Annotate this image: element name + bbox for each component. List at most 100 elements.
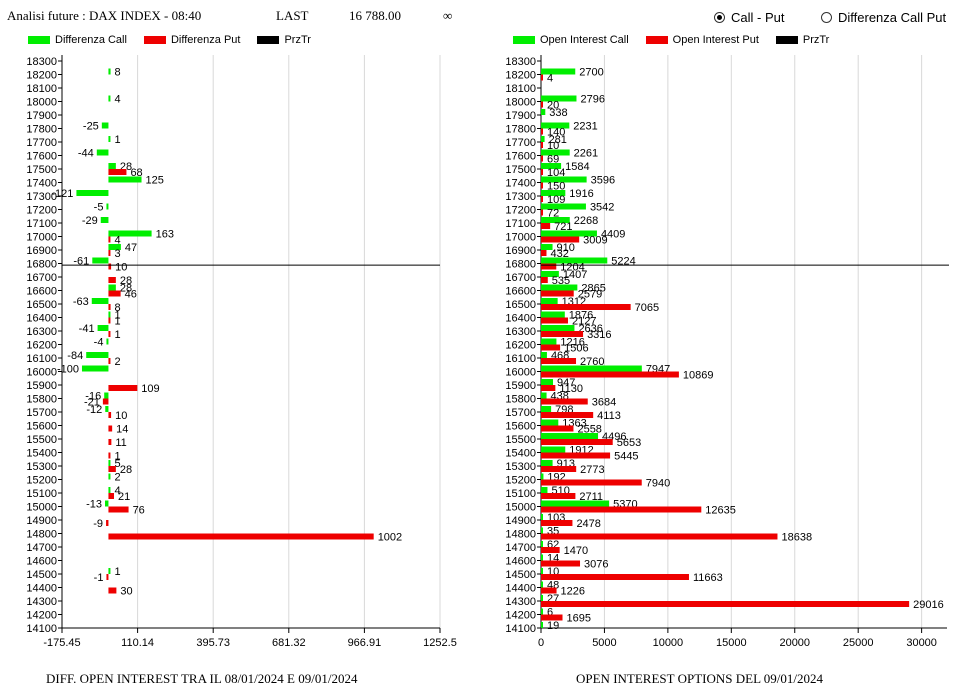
data-label: -9 bbox=[93, 518, 103, 530]
y-tick-label: 17900 bbox=[26, 110, 57, 122]
bar-call bbox=[541, 554, 543, 561]
data-label: 4 bbox=[114, 485, 120, 497]
bar-call bbox=[106, 338, 109, 345]
bar-put bbox=[108, 385, 138, 391]
legend-item: Differenza Call bbox=[28, 34, 127, 46]
data-label: 3596 bbox=[591, 175, 615, 187]
data-label: 46 bbox=[125, 289, 137, 301]
bar-put bbox=[541, 277, 548, 283]
radio-call-put[interactable]: Call - Put bbox=[714, 10, 784, 25]
y-tick-label: 18300 bbox=[26, 56, 57, 68]
data-label: 3316 bbox=[587, 329, 611, 341]
bar-put bbox=[541, 601, 910, 607]
bar-call bbox=[100, 217, 109, 223]
bar-call bbox=[541, 122, 570, 129]
radio-differenza[interactable]: Differenza Call Put bbox=[821, 10, 946, 25]
bar-call bbox=[541, 298, 558, 304]
y-tick-label: 17700 bbox=[26, 137, 57, 149]
data-label: 1226 bbox=[561, 586, 585, 598]
data-label: 910 bbox=[557, 242, 575, 254]
y-tick-label: 15100 bbox=[26, 488, 57, 500]
bar-call bbox=[541, 473, 544, 480]
bar-call bbox=[541, 95, 577, 102]
bar-call bbox=[541, 487, 548, 493]
radio-selected-icon[interactable] bbox=[714, 12, 725, 23]
bar-put bbox=[108, 331, 111, 337]
bar-call bbox=[108, 460, 111, 466]
data-label: 12635 bbox=[705, 505, 736, 517]
bar-call bbox=[97, 325, 109, 331]
legend-swatch-put bbox=[645, 36, 668, 44]
radio-unselected-icon[interactable] bbox=[821, 12, 832, 23]
bar-put bbox=[541, 466, 577, 472]
data-label: -4 bbox=[94, 337, 104, 349]
bar-call bbox=[108, 136, 111, 142]
bar-put bbox=[541, 587, 557, 594]
data-label: 10 bbox=[115, 410, 127, 422]
data-label: 947 bbox=[557, 377, 575, 389]
y-tick-label: 15600 bbox=[505, 421, 536, 433]
data-label: 109 bbox=[141, 383, 159, 395]
bar-call bbox=[541, 622, 543, 628]
y-tick-label: 14500 bbox=[505, 569, 536, 581]
y-tick-label: 15800 bbox=[26, 394, 57, 406]
x-tick-label: 681.32 bbox=[272, 637, 306, 649]
bar-call bbox=[541, 68, 576, 75]
data-label: 3684 bbox=[592, 397, 616, 409]
y-tick-label: 16000 bbox=[505, 367, 536, 379]
bar-call bbox=[541, 230, 597, 237]
y-tick-label: 15000 bbox=[505, 502, 536, 514]
y-tick-label: 17500 bbox=[505, 164, 536, 176]
data-label: -41 bbox=[79, 323, 95, 335]
data-label: 5 bbox=[114, 458, 120, 470]
y-tick-label: 15100 bbox=[505, 488, 536, 500]
bar-put bbox=[108, 317, 111, 324]
data-label: 2 bbox=[114, 472, 120, 484]
bar-put bbox=[541, 101, 543, 108]
bar-call bbox=[541, 203, 586, 210]
y-tick-label: 16500 bbox=[26, 299, 57, 311]
y-tick-label: 18200 bbox=[505, 70, 536, 82]
bar-call bbox=[541, 284, 578, 291]
y-tick-label: 16400 bbox=[26, 313, 57, 325]
bar-call bbox=[96, 149, 109, 156]
data-label: 125 bbox=[146, 175, 164, 187]
data-label: 1916 bbox=[569, 188, 593, 200]
x-tick-label: 110.14 bbox=[121, 637, 154, 649]
bar-put bbox=[541, 479, 642, 486]
bar-put bbox=[108, 493, 115, 499]
data-label: 28 bbox=[120, 464, 132, 476]
data-label: 2711 bbox=[579, 491, 603, 503]
bar-call bbox=[108, 176, 142, 183]
y-tick-label: 17400 bbox=[505, 178, 536, 190]
y-tick-label: 15500 bbox=[505, 434, 536, 446]
bar-put bbox=[108, 304, 111, 310]
bar-put bbox=[108, 412, 112, 418]
radio-call-put-label: Call - Put bbox=[731, 10, 785, 25]
y-tick-label: 17300 bbox=[505, 191, 536, 203]
bar-put bbox=[541, 304, 631, 310]
legend-item: PrzTr bbox=[257, 34, 311, 46]
bar-put bbox=[108, 250, 111, 256]
bar-put bbox=[541, 560, 581, 567]
y-tick-label: 16800 bbox=[505, 259, 536, 271]
bar-put bbox=[541, 574, 689, 580]
bar-put bbox=[108, 466, 116, 472]
bar-put bbox=[108, 263, 112, 270]
y-tick-label: 16700 bbox=[505, 272, 536, 284]
data-label: 5445 bbox=[614, 451, 638, 463]
y-tick-label: 14400 bbox=[26, 583, 57, 595]
bar-call bbox=[108, 473, 111, 480]
data-label: 1216 bbox=[560, 337, 584, 349]
data-label: 69 bbox=[547, 154, 559, 166]
y-tick-label: 16100 bbox=[505, 353, 536, 365]
y-tick-label: 16400 bbox=[505, 313, 536, 325]
legend-swatch-put bbox=[143, 36, 166, 44]
data-label: 2773 bbox=[580, 464, 604, 476]
bar-put bbox=[108, 358, 111, 364]
data-label: 535 bbox=[552, 275, 570, 287]
data-label: 10869 bbox=[683, 370, 714, 382]
bar-put bbox=[541, 452, 611, 459]
y-tick-label: 14900 bbox=[505, 515, 536, 527]
